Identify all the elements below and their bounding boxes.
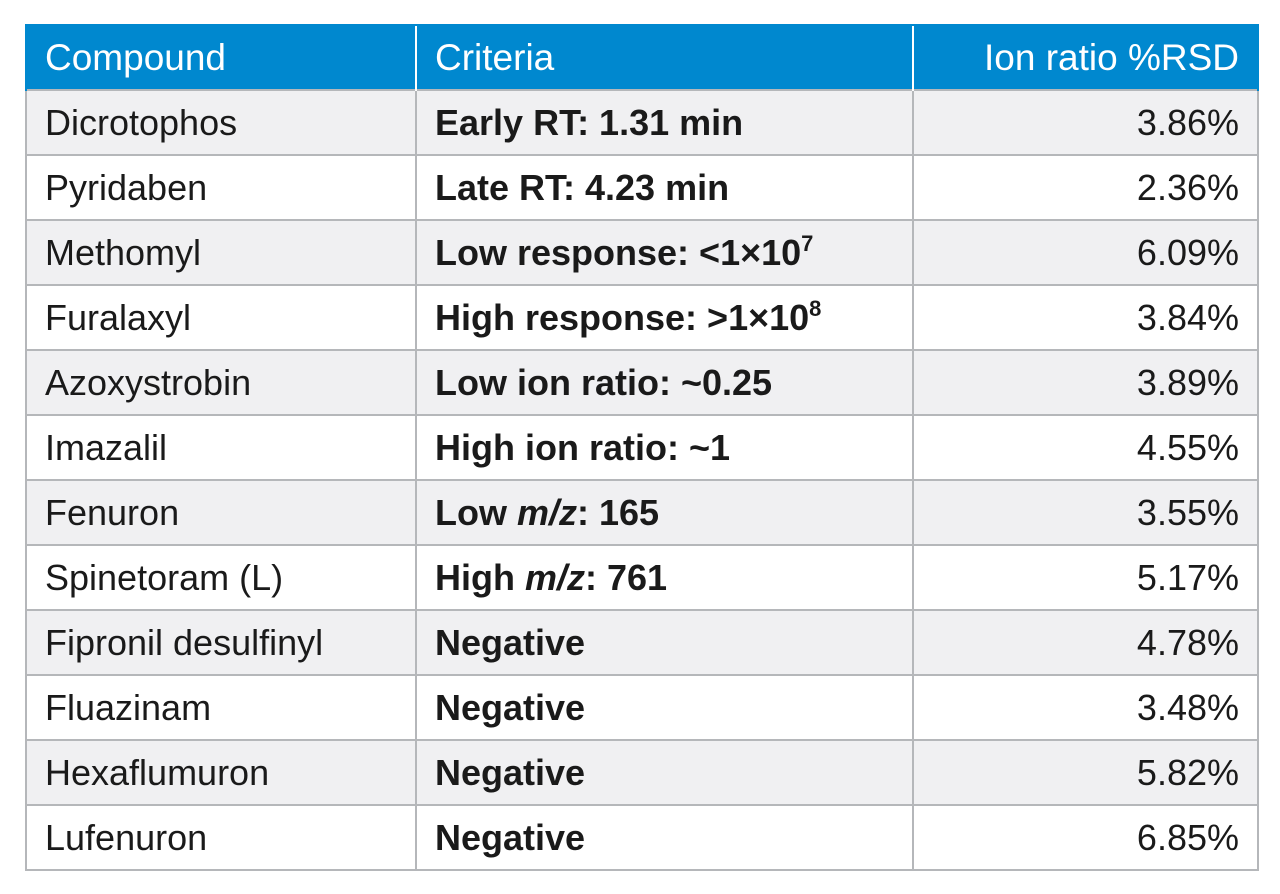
criteria-cell: Low response: <1×107	[415, 219, 914, 286]
criteria-text: Negative	[435, 816, 586, 858]
criteria-cell: Low ion ratio: ~0.25	[415, 349, 914, 416]
table-body: Dicrotophos Early RT: 1.31 min 3.86% Pyrida…	[25, 89, 1259, 871]
criteria-cell: Low m/z: 165	[415, 479, 914, 546]
criteria-text: Low response: <1×10	[435, 231, 802, 273]
table-row: Hexaflumuron Negative 5.82%	[25, 739, 1259, 806]
ion-ratio-rsd-cell: 4.55%	[912, 414, 1259, 481]
criteria-text: High response: >1×10	[435, 296, 810, 338]
criteria-exponent: 7	[801, 230, 814, 256]
table-row: Fenuron Low m/z: 165 3.55%	[25, 479, 1259, 546]
compound-cell: Methomyl	[25, 219, 417, 286]
table-row: Azoxystrobin Low ion ratio: ~0.25 3.89%	[25, 349, 1259, 416]
compound-cell: Dicrotophos	[25, 89, 417, 156]
ion-ratio-rsd-cell: 3.48%	[912, 674, 1259, 741]
criteria-text: High ion ratio: ~1	[435, 426, 731, 468]
ion-ratio-rsd-cell: 5.82%	[912, 739, 1259, 806]
compound-cell: Azoxystrobin	[25, 349, 417, 416]
table-row: Fipronil desulfinyl Negative 4.78%	[25, 609, 1259, 676]
criteria-mz-italic: m/z	[516, 491, 577, 533]
criteria-mz-italic: m/z	[524, 556, 585, 598]
table-row: Pyridaben Late RT: 4.23 min 2.36%	[25, 154, 1259, 221]
criteria-prefix: Low	[435, 491, 517, 533]
ion-ratio-rsd-cell: 4.78%	[912, 609, 1259, 676]
ion-ratio-rsd-cell: 3.86%	[912, 89, 1259, 156]
compound-cell: Spinetoram (L)	[25, 544, 417, 611]
criteria-text: Negative	[435, 621, 586, 663]
table-row: Dicrotophos Early RT: 1.31 min 3.86%	[25, 89, 1259, 156]
table-row: Lufenuron Negative 6.85%	[25, 804, 1259, 871]
compound-cell: Hexaflumuron	[25, 739, 417, 806]
criteria-cell: High ion ratio: ~1	[415, 414, 914, 481]
criteria-cell: Negative	[415, 739, 914, 806]
compound-cell: Pyridaben	[25, 154, 417, 221]
criteria-text: Negative	[435, 751, 586, 793]
criteria-text: Negative	[435, 686, 586, 728]
criteria-cell: Negative	[415, 609, 914, 676]
header-criteria: Criteria	[415, 24, 913, 90]
compound-cell: Fluazinam	[25, 674, 417, 741]
header-ion-ratio-rsd: Ion ratio %RSD	[912, 24, 1259, 90]
header-row: Compound Criteria Ion ratio %RSD	[25, 24, 1259, 90]
compound-cell: Lufenuron	[25, 804, 417, 871]
criteria-cell: Early RT: 1.31 min	[415, 89, 914, 156]
ion-ratio-rsd-cell: 5.17%	[912, 544, 1259, 611]
compound-cell: Imazalil	[25, 414, 417, 481]
ion-ratio-rsd-cell: 3.84%	[912, 284, 1259, 351]
table-row: Fluazinam Negative 3.48%	[25, 674, 1259, 741]
table-row: Furalaxyl High response: >1×108 3.84%	[25, 284, 1259, 351]
compound-cell: Fenuron	[25, 479, 417, 546]
compound-cell: Furalaxyl	[25, 284, 417, 351]
ion-ratio-rsd-cell: 2.36%	[912, 154, 1259, 221]
criteria-cell: Late RT: 4.23 min	[415, 154, 914, 221]
criteria-cell: Negative	[415, 674, 914, 741]
criteria-suffix: : 165	[577, 491, 660, 533]
ion-ratio-rsd-cell: 6.85%	[912, 804, 1259, 871]
criteria-cell: Negative	[415, 804, 914, 871]
results-table-container: Compound Criteria Ion ratio %RSD Dicroto…	[25, 24, 1259, 871]
criteria-text: Low ion ratio: ~0.25	[435, 361, 773, 403]
criteria-exponent: 8	[809, 295, 822, 321]
table-row: Spinetoram (L) High m/z: 761 5.17%	[25, 544, 1259, 611]
ion-ratio-rsd-cell: 3.89%	[912, 349, 1259, 416]
criteria-text: Late RT: 4.23 min	[435, 166, 730, 208]
header-compound: Compound	[25, 24, 416, 90]
ion-ratio-rsd-cell: 6.09%	[912, 219, 1259, 286]
criteria-cell: High m/z: 761	[415, 544, 914, 611]
table-header: Compound Criteria Ion ratio %RSD	[25, 24, 1259, 90]
table-row: Imazalil High ion ratio: ~1 4.55%	[25, 414, 1259, 481]
criteria-text: Early RT: 1.31 min	[435, 101, 744, 143]
table-row: Methomyl Low response: <1×107 6.09%	[25, 219, 1259, 286]
compound-cell: Fipronil desulfinyl	[25, 609, 417, 676]
criteria-cell: High response: >1×108	[415, 284, 914, 351]
criteria-prefix: High	[435, 556, 525, 598]
ion-ratio-rsd-cell: 3.55%	[912, 479, 1259, 546]
ion-ratio-table: Compound Criteria Ion ratio %RSD Dicroto…	[25, 24, 1259, 871]
criteria-suffix: : 761	[585, 556, 668, 598]
